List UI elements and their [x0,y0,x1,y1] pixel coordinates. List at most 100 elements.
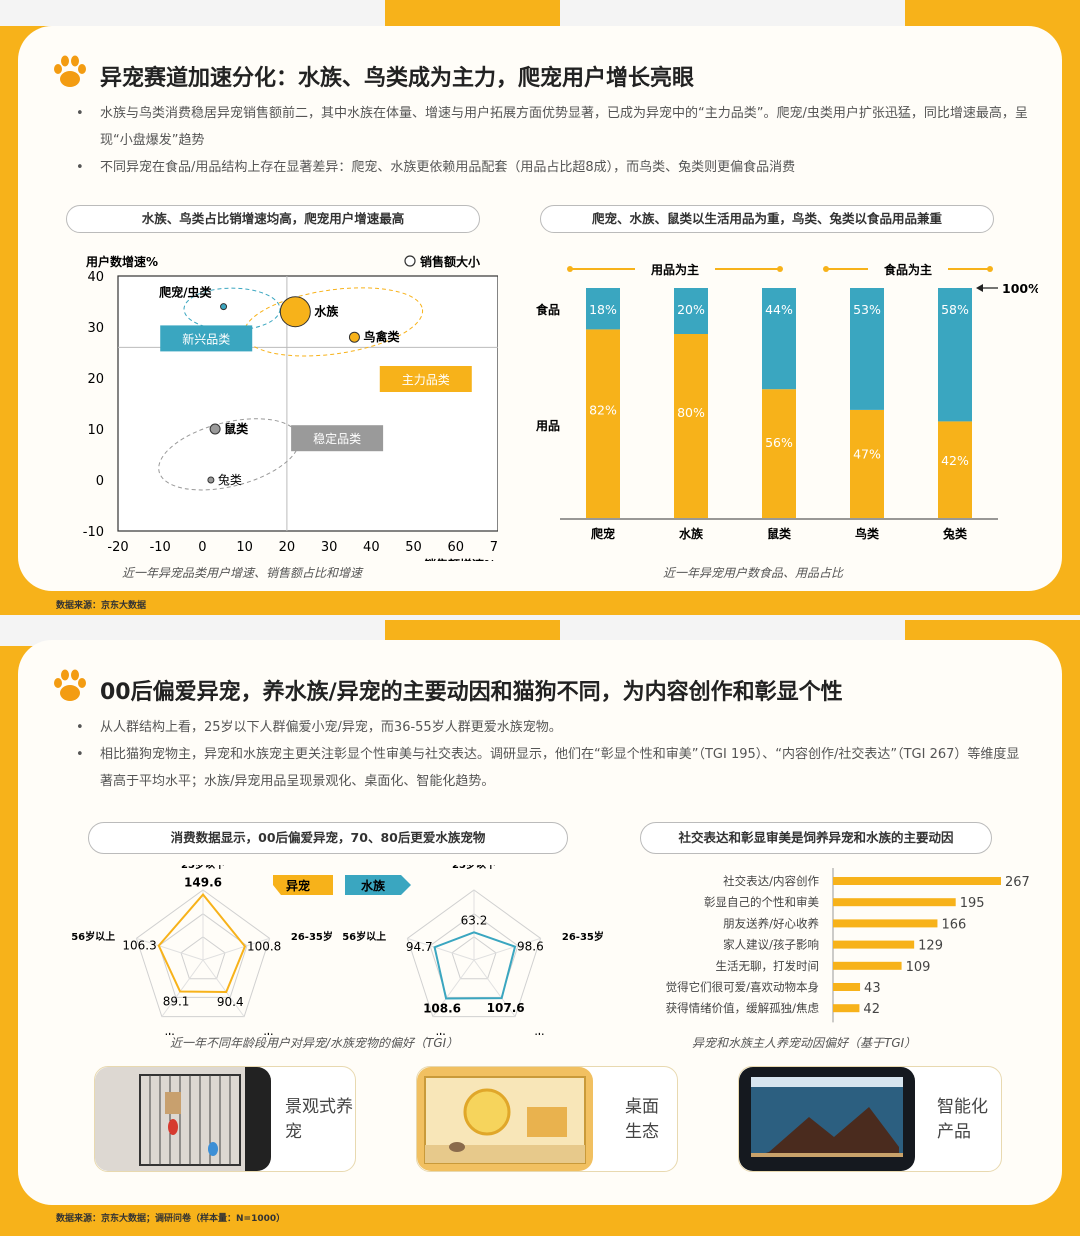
x-tick-label: 40 [363,540,380,555]
radar-axis-label: 25岁以下 [181,865,225,871]
hbar-bar [833,898,956,907]
hbar-value-label: 129 [918,939,943,954]
radar-axis-label: 36-45岁 [231,1032,273,1035]
radar-axis-label: 46-55岁 [133,1032,175,1035]
radar-spoke [161,959,204,1017]
source-note: 数据来源：京东大数据 [56,601,147,611]
bar-label-food: 20% [677,302,705,317]
x-tick-label: -10 [150,540,171,555]
hbar-bar [833,961,902,970]
hbar-category-label: 觉得它们很可爱/喜欢动物本身 [666,980,819,994]
hbar-bar [833,1004,860,1013]
bar-label-food: 53% [853,302,881,317]
bar-food [850,288,884,410]
group-ellipse [243,287,424,357]
bar-label-supplies: 80% [677,405,705,420]
left-chart-pill: 水族、鸟类占比销增速均高，爬宠用户增速最高 [66,205,480,233]
bar-label-food: 18% [589,302,617,317]
paw-icon [54,55,86,87]
bracket-dot [567,266,573,272]
bottom-panel: 00后偏爱异宠，养水族/异宠的主要动因和猫狗不同，为内容创作和彰显个性 • 从人群… [0,620,1080,1236]
group-label-box [160,325,253,352]
trend-card-smart: 智能化产品 [738,1066,1002,1172]
bar-supplies [938,421,972,518]
scatter-point [348,331,360,343]
hbar-category-label: 彰显自己的个性和审美 [704,895,819,909]
scatter-chart: -20-10010203040506070-10010203040用户数增速%销… [83,254,498,561]
size-legend-marker [404,255,416,267]
radar-spoke [432,959,475,1017]
right-chart-pill: 爬宠、水族、鼠类以生活用品为重，鸟类、兔类以食品用品兼重 [540,205,994,233]
bar-label-supplies: 56% [765,435,793,450]
y-tick-label: 30 [87,321,104,336]
trend-label-smart: 智能化产品 [937,1097,988,1142]
point-label: 爬宠/虫类 [158,285,212,300]
source-note: 数据来源：京东大数据；调研问卷（样本量：N=1000） [56,1214,286,1224]
bracket-label: 用品为主 [650,262,699,277]
radar-spoke [202,937,270,961]
top-panel-tabs [0,0,1080,26]
radar-grid [451,936,497,980]
radar-value-label: 149.6 [184,876,222,890]
bar-food [938,288,972,422]
radar-axis-label: 46-55岁 [404,1032,446,1035]
radar-series [157,892,247,994]
x-tick-label: 50 [405,540,422,555]
radar-value-label: 100.8 [247,939,281,953]
bar-label-food: 58% [941,302,969,317]
x-tick-label: 30 [321,540,338,555]
hbar-bar [833,940,915,949]
hbar-value-label: 109 [906,960,931,975]
hbar-bar [833,919,938,928]
y-tick-label: 10 [87,423,104,438]
group-label-box [291,425,384,452]
bar-label-supplies: 42% [941,453,969,468]
trend-label-desktop: 桌面生态 [625,1097,659,1142]
top-panel: 异宠赛道加速分化：水族、鸟类成为主力，爬宠用户增长亮眼 • 水族与鸟类消费稳居异宠… [0,0,1080,615]
hbar-value-label: 267 [1005,875,1030,890]
bar-label-supplies: 47% [853,447,881,462]
bar-supplies [674,334,708,518]
trend-card-landscape: 景观式养宠 [94,1066,356,1172]
hbar-bar [833,983,861,991]
trend-card-desktop: 桌面生态 [416,1066,678,1172]
hbar-category-label: 社交表达/内容创作 [723,874,819,888]
series-label-supplies: 用品 [535,419,560,433]
bar-food [762,288,796,390]
legend-label: 水族 [361,878,386,893]
bar-supplies [850,409,884,518]
y-tick-label: -10 [83,525,104,540]
category-label: 鼠类 [767,526,792,541]
legend-arrow-aquatic [345,875,411,895]
radar-value-label: 90.4 [217,995,244,1009]
top-card: 异宠赛道加速分化：水族、鸟类成为主力，爬宠用户增长亮眼 • 水族与鸟类消费稳居异宠… [18,26,1062,591]
hbar-category-label: 朋友送养/好心收养 [723,916,819,930]
point-label: 鼠类 [224,421,249,436]
trend-label-landscape: 景观式养宠 [285,1097,353,1142]
scatter-caption: 近一年异宠品类用户增速、销售额占比和增速 [122,566,363,580]
radar-value-label: 63.2 [461,913,488,927]
hbar-value-label: 195 [960,896,985,911]
bracket-label: 食品为主 [883,262,932,277]
series-label-food: 食品 [535,302,560,317]
category-label: 水族 [679,526,704,541]
bird-cage-image [95,1067,271,1171]
scatter-point [220,303,228,311]
bracket-dot [823,266,829,272]
x-tick-label: -20 [107,540,128,555]
point-label: 兔类 [218,472,242,487]
legend-label: 异宠 [286,878,310,893]
hbar-category-label: 生活无聊，打发时间 [716,959,820,973]
group-label-box [379,366,472,392]
radar-value-label: 107.6 [487,1001,525,1015]
hbar-category-label: 获得情绪价值，缓解孤独/焦虑 [666,1001,820,1015]
radar-axis-label: 56岁以上 [71,930,115,943]
point-label: 水族 [314,304,339,319]
bar-label-supplies: 82% [589,402,617,417]
category-label: 爬宠 [590,526,615,541]
group-label: 稳定品类 [313,431,361,446]
radar-charts: 异宠 水族 25岁以下 26-35岁 36-45岁 46-55岁 56岁以上 149.6 100… [71,865,604,1035]
page-title: 00后偏爱异宠，养水族/异宠的主要动因和猫狗不同，为内容创作和彰显个性 [100,680,843,705]
radar-axis-label: 25岁以下 [452,865,496,871]
